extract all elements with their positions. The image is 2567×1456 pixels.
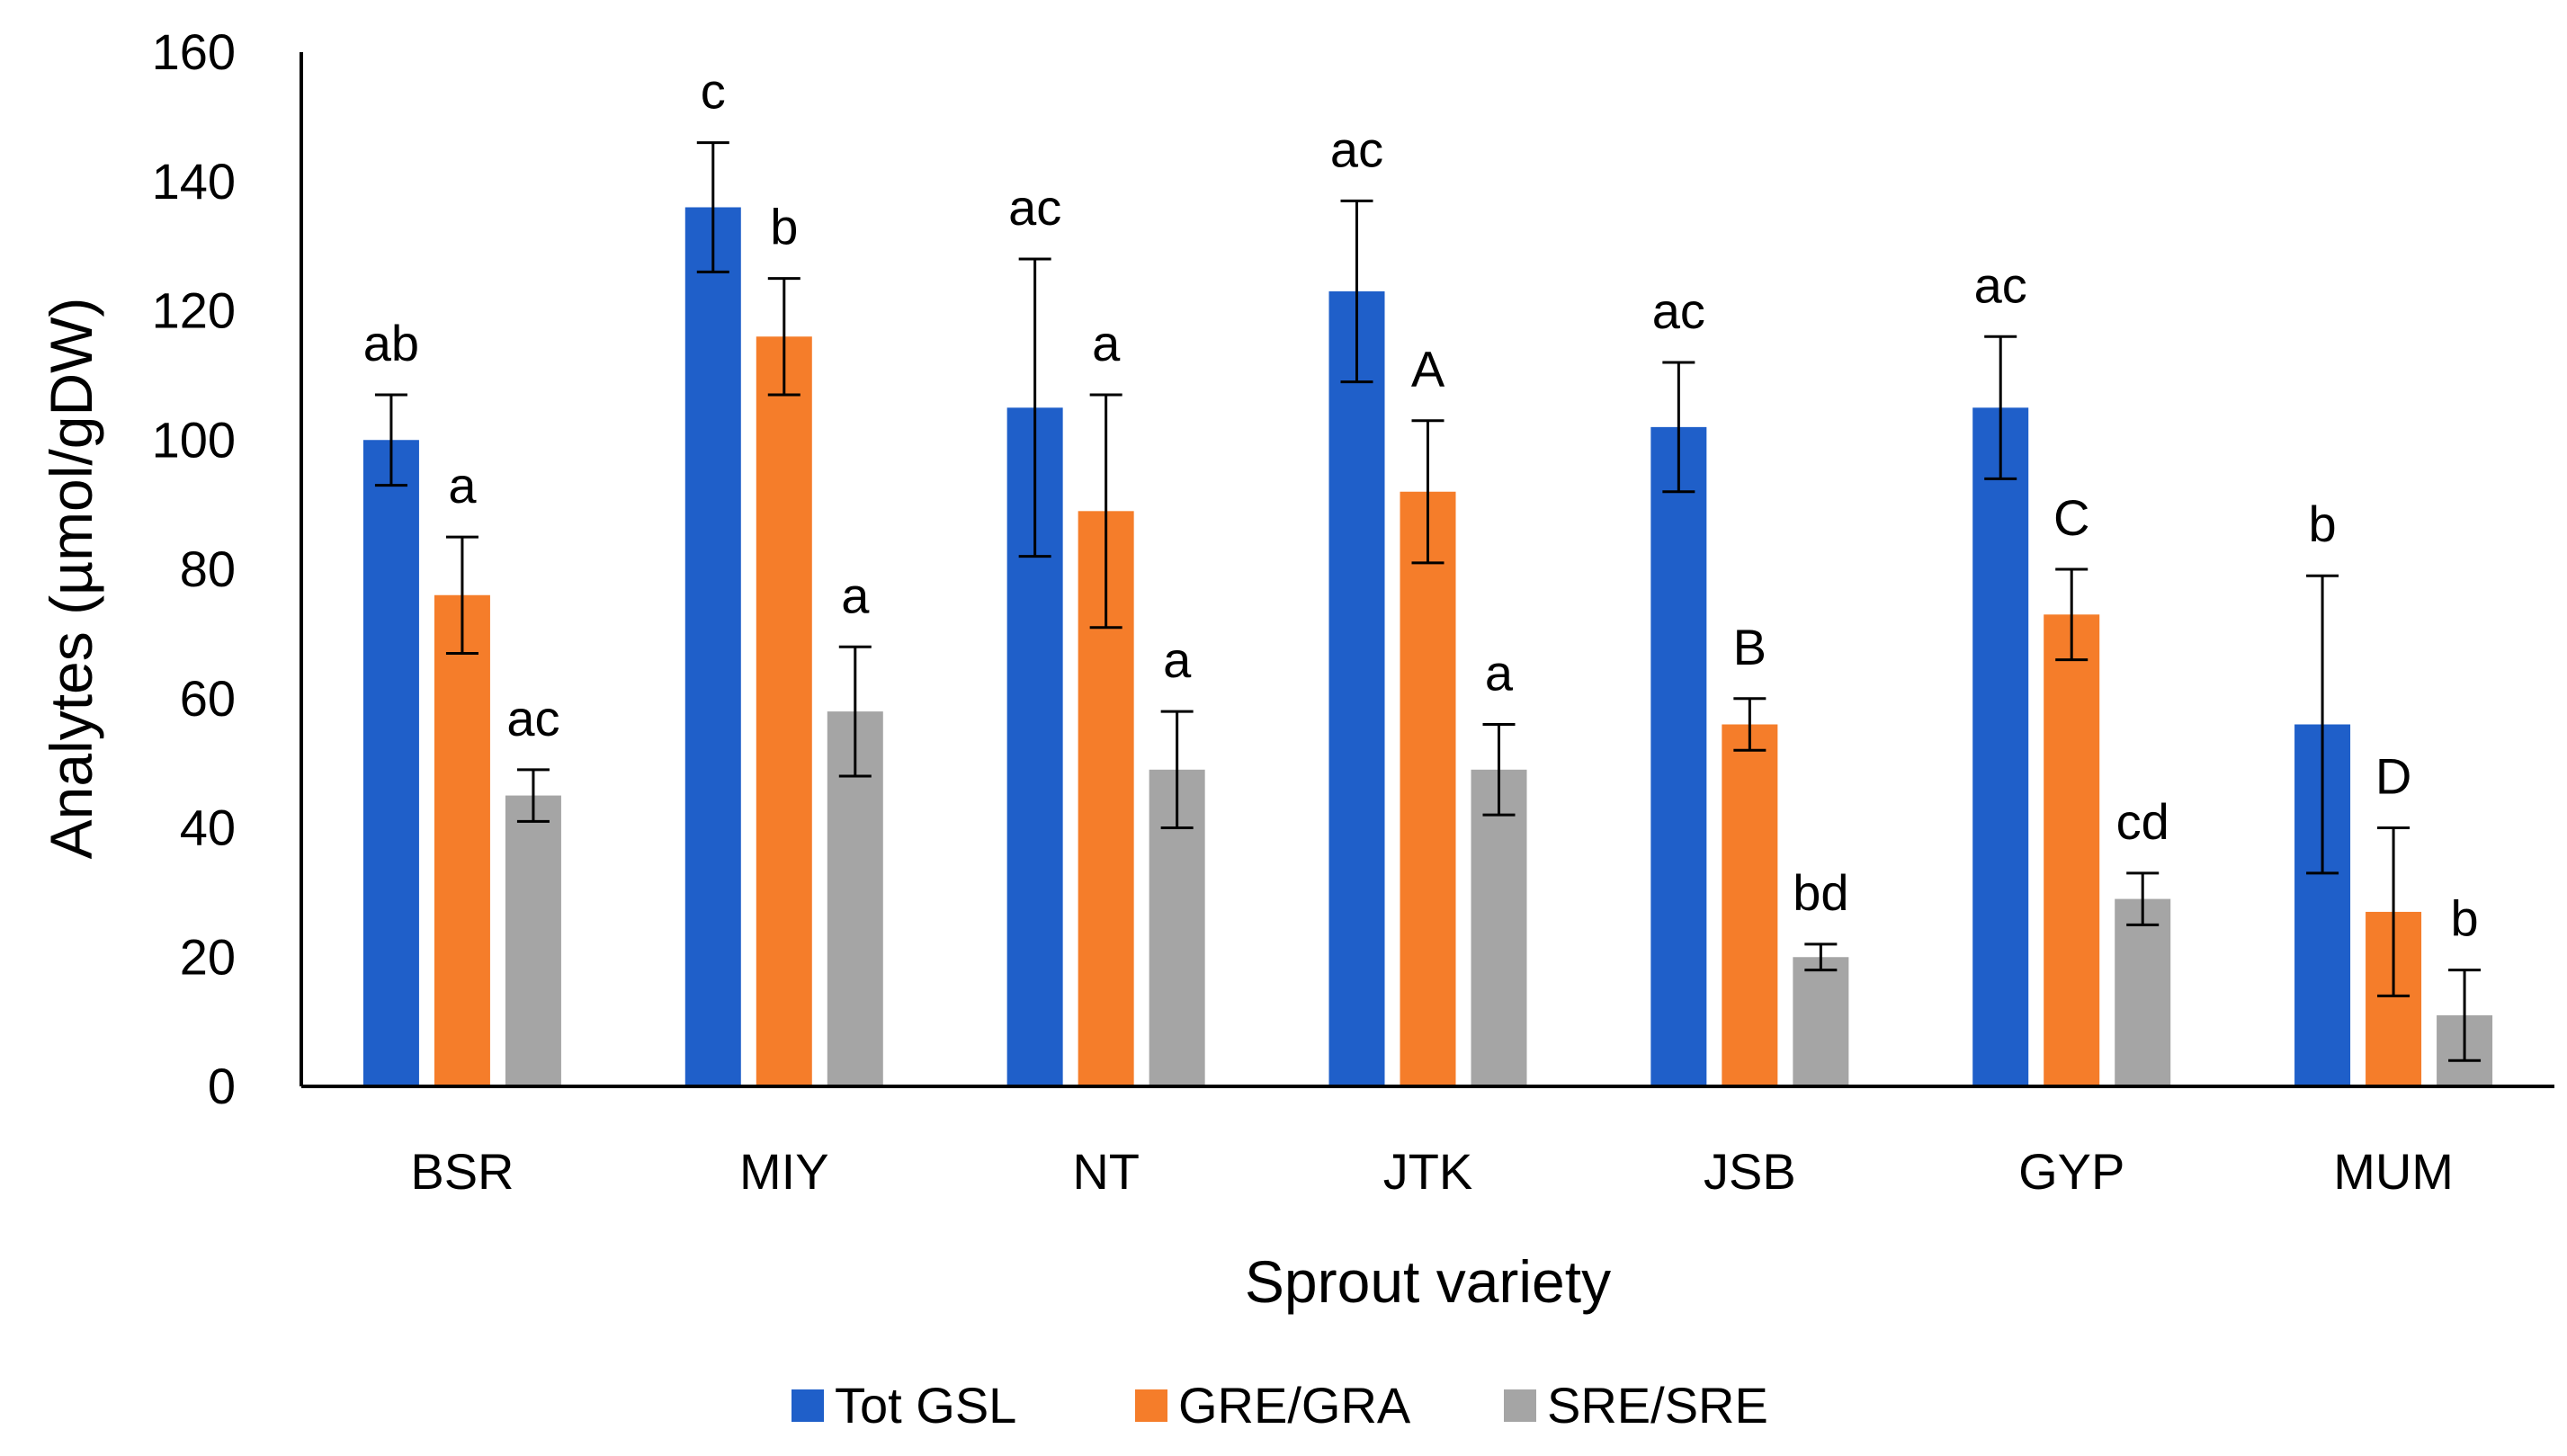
significance-label: a bbox=[841, 567, 870, 623]
significance-label: ac bbox=[1008, 179, 1061, 236]
error-bar bbox=[374, 393, 407, 487]
y-tick-label: 0 bbox=[208, 1058, 236, 1114]
bar-sre-sre-bsr bbox=[505, 795, 561, 1086]
significance-label: A bbox=[1411, 341, 1445, 397]
x-tick-label: GYP bbox=[2018, 1143, 2124, 1200]
legend-swatch bbox=[1504, 1389, 1536, 1422]
significance-label: a bbox=[1163, 631, 1192, 688]
significance-label: ac bbox=[506, 690, 559, 746]
error-bar bbox=[1482, 723, 1516, 817]
bar-tot-gsl-bsr bbox=[362, 440, 419, 1086]
x-tick-label: JSB bbox=[1704, 1143, 1796, 1200]
y-tick-label: 140 bbox=[152, 153, 236, 210]
significance-label: a bbox=[1485, 645, 1514, 701]
bar-gre-gra-miy bbox=[756, 336, 812, 1086]
error-bar bbox=[1089, 393, 1123, 630]
error-bar bbox=[516, 768, 550, 823]
x-tick-label: BSR bbox=[410, 1143, 514, 1200]
x-tick-label: NT bbox=[1072, 1143, 1140, 1200]
legend-label: Tot GSL bbox=[835, 1377, 1016, 1434]
bars-layer bbox=[362, 207, 2493, 1086]
legend-item: GRE/GRA bbox=[1135, 1377, 1411, 1434]
error-bar bbox=[1411, 419, 1444, 565]
significance-label: a bbox=[448, 457, 477, 514]
bar-gre-gra-bsr bbox=[434, 594, 490, 1086]
legend: Tot GSL GRE/GRA SRE/SRE bbox=[792, 1377, 1768, 1434]
error-bar bbox=[2448, 969, 2482, 1062]
error-bar bbox=[838, 645, 872, 778]
x-tick-label: MIY bbox=[739, 1143, 829, 1200]
y-tick-label: 80 bbox=[180, 540, 236, 597]
error-bar bbox=[2055, 567, 2088, 662]
error-bar bbox=[767, 277, 801, 397]
bar-gre-gra-jsb bbox=[1722, 724, 1778, 1086]
y-tick-label: 40 bbox=[180, 799, 236, 856]
error-bar bbox=[1160, 710, 1194, 829]
x-axis-title: Sprout variety bbox=[1245, 1248, 1611, 1315]
error-bar bbox=[1662, 361, 1695, 494]
error-bar bbox=[2126, 871, 2160, 926]
y-tick-label: 120 bbox=[152, 282, 236, 339]
legend-label: GRE/GRA bbox=[1178, 1377, 1411, 1434]
legend-swatch bbox=[1135, 1389, 1167, 1422]
bar-gre-gra-gyp bbox=[2044, 614, 2100, 1086]
significance-label: D bbox=[2375, 748, 2411, 805]
significance-label: b bbox=[2450, 890, 2478, 947]
legend-item: Tot GSL bbox=[792, 1377, 1016, 1434]
significance-label: bd bbox=[1793, 864, 1848, 921]
significance-label: b bbox=[2308, 496, 2336, 552]
bar-tot-gsl-miy bbox=[684, 207, 741, 1086]
significance-label: b bbox=[770, 199, 798, 255]
legend-label: SRE/SRE bbox=[1547, 1377, 1768, 1434]
significance-label: C bbox=[2053, 489, 2089, 546]
legend-swatch bbox=[792, 1389, 824, 1422]
significance-label: c bbox=[701, 63, 726, 120]
error-bars-layer bbox=[374, 141, 2482, 1062]
significance-label: ac bbox=[1974, 256, 2027, 313]
legend-item: SRE/SRE bbox=[1504, 1377, 1768, 1434]
significance-labels-layer: ab a ac c b a ac a a ac Aa ac Bbd ac Ccd b Db bbox=[363, 63, 2479, 947]
significance-label: ac bbox=[1652, 282, 1705, 339]
bar-gre-gra-jtk bbox=[1400, 491, 1456, 1086]
x-axis-category-labels: BSR MIY NT JTK JSB GYP MUM bbox=[410, 1143, 2454, 1200]
error-bar bbox=[1733, 697, 1766, 752]
x-tick-label: MUM bbox=[2333, 1143, 2454, 1200]
y-axis-title: Analytes (µmol/gDW) bbox=[38, 298, 104, 860]
bar-sre-sre-gyp bbox=[2115, 898, 2171, 1086]
significance-label: ac bbox=[1330, 121, 1383, 177]
x-tick-label: JTK bbox=[1383, 1143, 1473, 1200]
error-bar bbox=[445, 535, 479, 655]
error-bar bbox=[1984, 335, 2017, 480]
error-bar bbox=[696, 141, 729, 273]
y-axis-ticks: 0 20 40 60 80 100 120 140 160 bbox=[152, 23, 236, 1114]
error-bar bbox=[1804, 942, 1838, 972]
y-tick-label: 60 bbox=[180, 670, 236, 727]
y-tick-label: 160 bbox=[152, 23, 236, 80]
bar-tot-gsl-jtk bbox=[1328, 290, 1385, 1086]
significance-label: B bbox=[1733, 619, 1766, 675]
y-tick-label: 20 bbox=[180, 928, 236, 985]
error-bar bbox=[2306, 574, 2339, 875]
bar-tot-gsl-gyp bbox=[1972, 407, 2029, 1086]
error-bar bbox=[1018, 257, 1051, 558]
error-bar bbox=[2377, 826, 2410, 997]
bar-sre-sre-jtk bbox=[1471, 769, 1527, 1086]
bar-tot-gsl-jsb bbox=[1650, 426, 1707, 1086]
error-bar bbox=[1340, 199, 1373, 384]
significance-label: ab bbox=[363, 315, 419, 371]
y-tick-label: 100 bbox=[152, 411, 236, 468]
significance-label: a bbox=[1092, 315, 1121, 371]
bar-sre-sre-jsb bbox=[1793, 957, 1849, 1086]
significance-label: cd bbox=[2116, 793, 2169, 850]
